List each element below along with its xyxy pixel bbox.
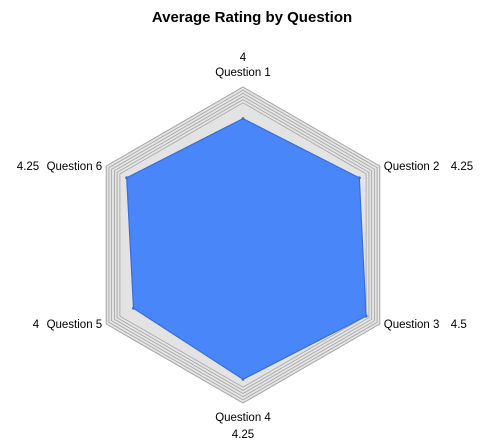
axis-category-label: Question 5 <box>47 319 103 331</box>
data-point <box>241 117 245 121</box>
grid-ring <box>119 102 367 388</box>
grid-ring <box>111 92 375 398</box>
axis-category-label: Question 6 <box>47 161 103 173</box>
axis-category-label: Question 3 <box>384 319 440 331</box>
axis-category-label: Question 4 <box>215 412 271 424</box>
data-point <box>241 377 245 381</box>
grid-ring <box>108 89 378 401</box>
radar-series <box>125 117 368 381</box>
grid-ring <box>114 96 373 394</box>
data-point <box>357 176 361 180</box>
axis-value-label: 4.5 <box>451 319 467 331</box>
axis-value-label: 4.25 <box>17 161 39 173</box>
data-point <box>125 176 129 180</box>
axis-value-label: 4.25 <box>232 429 254 441</box>
data-point <box>132 306 135 310</box>
axis-category-label: Question 1 <box>215 67 271 79</box>
grid-ring <box>116 99 370 391</box>
data-point <box>364 314 368 318</box>
axis-category-label: Question 2 <box>384 161 440 173</box>
chart-title: Average Rating by Question <box>152 9 352 26</box>
axis-labels: 4 Question 1 Question 2 4.25 Question 3 4.5 Qu… <box>17 52 473 441</box>
axis-value-label: 4.25 <box>451 161 473 173</box>
axis-value-label: 4 <box>33 319 40 331</box>
axis-value-label: 4 <box>240 52 247 64</box>
